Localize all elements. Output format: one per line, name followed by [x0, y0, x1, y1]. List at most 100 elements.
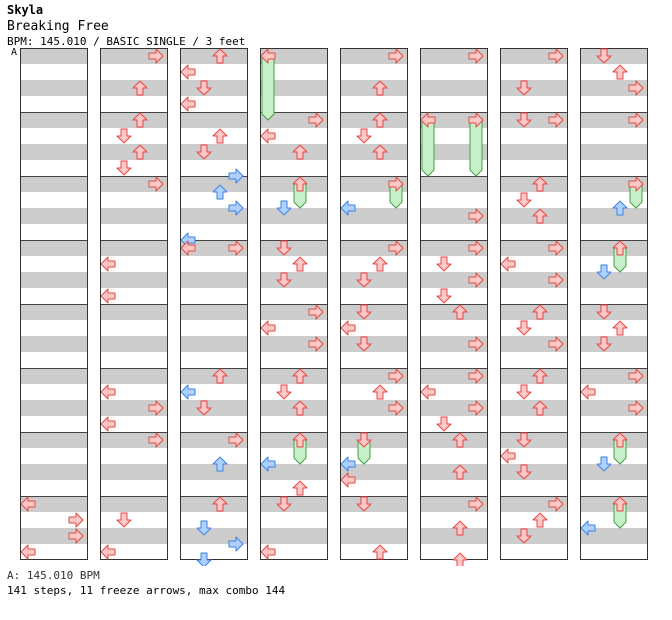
- right-arrow: [148, 432, 164, 448]
- chart-meta: BPM: 145.010 / BASIC SINGLE / 3 feet: [7, 35, 246, 48]
- freeze-arrow: [469, 119, 483, 177]
- down-arrow: [516, 432, 532, 448]
- up-arrow: [532, 368, 548, 384]
- chart-column: [180, 48, 248, 560]
- down-arrow: [116, 128, 132, 144]
- right-arrow: [628, 368, 644, 384]
- freeze-head-left-arrow: [260, 48, 276, 64]
- left-arrow: [100, 288, 116, 304]
- left-arrow: [260, 128, 276, 144]
- right-arrow: [388, 240, 404, 256]
- left-arrow: [500, 256, 516, 272]
- up-arrow: [612, 64, 628, 80]
- down-arrow: [116, 160, 132, 176]
- up-arrow: [372, 80, 388, 96]
- right-arrow: [308, 336, 324, 352]
- right-arrow: [388, 48, 404, 64]
- down-arrow: [436, 256, 452, 272]
- down-arrow: [516, 192, 532, 208]
- up-arrow: [372, 544, 388, 560]
- down-arrow: [196, 80, 212, 96]
- left-arrow: [20, 496, 36, 512]
- left-arrow: [340, 456, 356, 472]
- right-arrow: [148, 176, 164, 192]
- down-arrow: [196, 400, 212, 416]
- freeze-head-left-arrow: [420, 112, 436, 128]
- down-arrow: [436, 416, 452, 432]
- right-arrow: [548, 496, 564, 512]
- down-arrow: [276, 272, 292, 288]
- right-arrow: [228, 200, 244, 216]
- up-arrow: [532, 304, 548, 320]
- down-arrow: [516, 112, 532, 128]
- down-arrow: [276, 384, 292, 400]
- right-arrow: [308, 112, 324, 128]
- right-arrow: [548, 112, 564, 128]
- left-arrow: [180, 64, 196, 80]
- freeze-arrow: [421, 119, 435, 177]
- up-arrow: [132, 112, 148, 128]
- up-arrow: [292, 144, 308, 160]
- up-arrow: [532, 208, 548, 224]
- down-arrow: [356, 336, 372, 352]
- freeze-head-up-arrow: [292, 432, 308, 448]
- step-chart: [20, 48, 648, 566]
- right-arrow: [548, 48, 564, 64]
- up-arrow: [452, 432, 468, 448]
- freeze-head-up-arrow: [612, 432, 628, 448]
- down-arrow: [596, 456, 612, 472]
- up-arrow: [532, 512, 548, 528]
- freeze-head-down-arrow: [356, 432, 372, 448]
- up-arrow: [532, 176, 548, 192]
- up-arrow: [452, 304, 468, 320]
- song-artist: Skyla: [7, 3, 44, 17]
- freeze-head-right-arrow: [468, 112, 484, 128]
- left-arrow: [580, 384, 596, 400]
- down-arrow: [196, 552, 212, 566]
- right-arrow: [228, 168, 244, 184]
- left-arrow: [20, 544, 36, 560]
- up-arrow: [532, 400, 548, 416]
- left-arrow: [100, 256, 116, 272]
- chart-column: [580, 48, 648, 560]
- freeze-head-right-arrow: [628, 176, 644, 192]
- down-arrow: [116, 512, 132, 528]
- freeze-head-up-arrow: [612, 240, 628, 256]
- up-arrow: [132, 144, 148, 160]
- right-arrow: [468, 336, 484, 352]
- right-arrow: [468, 240, 484, 256]
- down-arrow: [196, 520, 212, 536]
- left-arrow: [260, 320, 276, 336]
- down-arrow: [516, 384, 532, 400]
- up-arrow: [452, 464, 468, 480]
- up-arrow: [452, 520, 468, 536]
- down-arrow: [596, 336, 612, 352]
- right-arrow: [468, 208, 484, 224]
- right-arrow: [628, 80, 644, 96]
- right-arrow: [548, 272, 564, 288]
- right-arrow: [468, 496, 484, 512]
- chart-column: [340, 48, 408, 560]
- up-arrow: [372, 112, 388, 128]
- freeze-head-up-arrow: [292, 176, 308, 192]
- freeze-head-up-arrow: [612, 496, 628, 512]
- left-arrow: [260, 544, 276, 560]
- left-arrow: [180, 384, 196, 400]
- up-arrow: [372, 384, 388, 400]
- up-arrow: [292, 368, 308, 384]
- chart-column: [500, 48, 568, 560]
- left-arrow: [340, 320, 356, 336]
- right-arrow: [548, 336, 564, 352]
- down-arrow: [356, 128, 372, 144]
- left-arrow: [420, 384, 436, 400]
- up-arrow: [292, 480, 308, 496]
- up-arrow: [212, 456, 228, 472]
- down-arrow: [596, 48, 612, 64]
- down-arrow: [276, 496, 292, 512]
- left-arrow: [580, 520, 596, 536]
- down-arrow: [276, 200, 292, 216]
- right-arrow: [388, 368, 404, 384]
- freeze-head-right-arrow: [388, 176, 404, 192]
- left-arrow: [180, 240, 196, 256]
- right-arrow: [468, 368, 484, 384]
